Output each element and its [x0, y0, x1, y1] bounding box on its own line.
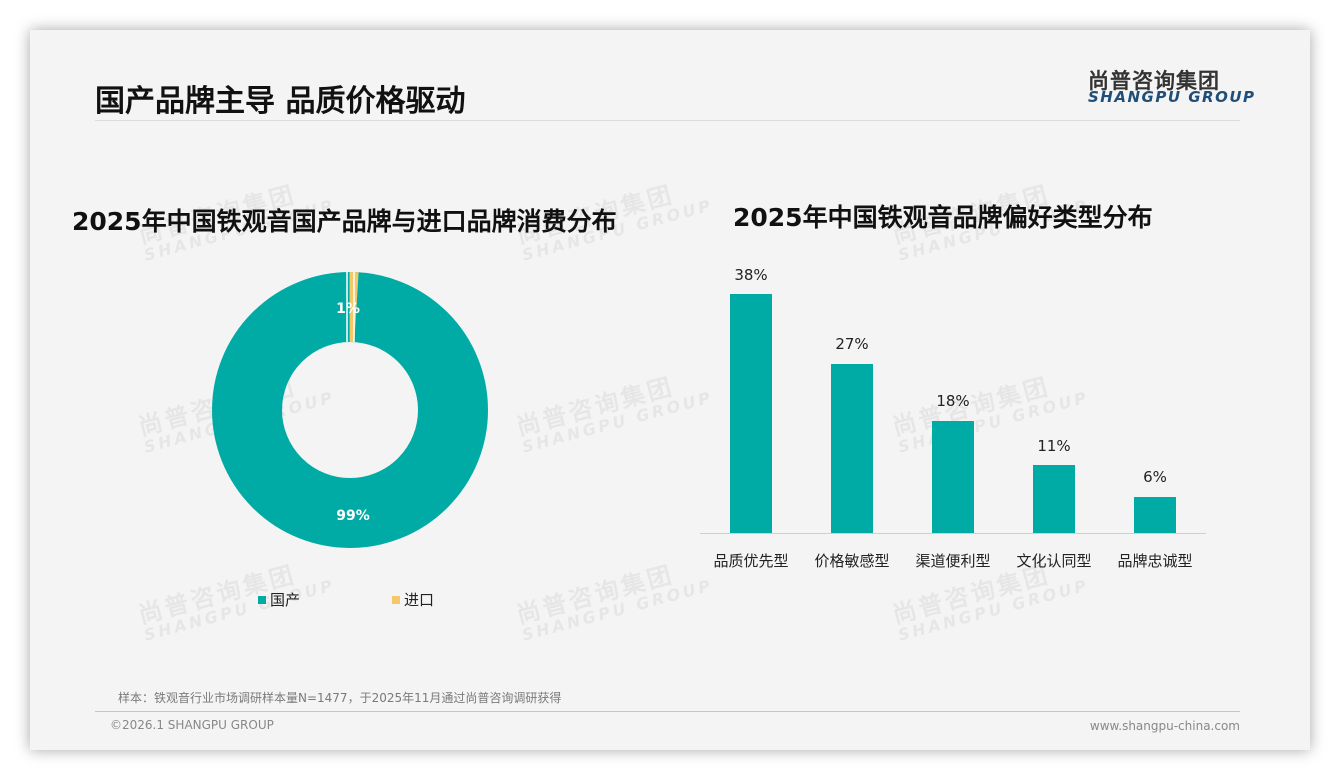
bar-brand-loyalty: [1134, 497, 1176, 533]
bar-category: 价格敏感型: [814, 552, 890, 570]
bar-quality-first: [730, 294, 772, 533]
slide: 尚普咨询集团 SHANGPU GROUP 尚普咨询集团 SHANGPU GROUP …: [30, 30, 1310, 750]
footer-divider: [95, 711, 1240, 712]
bar-chart: 38% 品质优先型 27% 价格敏感型 18% 渠道便利型 11% 文化认同型 …: [700, 260, 1210, 580]
bar-value: 38%: [734, 266, 768, 284]
donut-label-domestic: 99%: [336, 508, 370, 524]
bar-category: 品牌忠诚型: [1117, 552, 1193, 570]
bar-value: 18%: [936, 392, 970, 410]
title-divider: [95, 120, 1240, 121]
bar-value: 6%: [1143, 468, 1167, 486]
bar-value: 27%: [835, 335, 869, 353]
donut-slice-domestic: [212, 272, 488, 548]
legend-label: 国产: [270, 591, 301, 609]
donut-slice-import: [212, 272, 488, 548]
logo-en: SHANGPU GROUP: [1088, 88, 1256, 106]
donut-chart-title: 2025年中国铁观音国产品牌与进口品牌消费分布: [72, 207, 617, 236]
bar-price-sensitive: [831, 364, 873, 533]
watermark: 尚普咨询集团 SHANGPU GROUP: [135, 560, 338, 645]
donut-chart: 1% 99%: [212, 272, 488, 548]
legend-swatch-yellow: [392, 595, 400, 604]
donut-label-import: 1%: [336, 301, 360, 317]
bar-cultural-identity: [1033, 465, 1075, 533]
bar-category: 品质优先型: [713, 552, 789, 570]
bar-channel-convenience: [932, 421, 974, 533]
legend-swatch-teal: [258, 595, 266, 604]
website-link[interactable]: www.shangpu-china.com: [1089, 719, 1240, 733]
bar-category: 渠道便利型: [915, 552, 991, 570]
legend-item-domestic: 国产: [258, 589, 300, 610]
watermark: 尚普咨询集团 SHANGPU GROUP: [513, 560, 716, 645]
copyright: ©2026.1 SHANGPU GROUP: [110, 718, 274, 732]
bar-category: 文化认同型: [1016, 552, 1092, 570]
legend-item-import: 进口: [392, 589, 434, 610]
sample-note: 样本：铁观音行业市场调研样本量N=1477，于2025年11月通过尚普咨询调研获…: [118, 691, 562, 705]
legend-label: 进口: [404, 591, 435, 609]
logo-cn: 尚普咨询集团: [1088, 69, 1220, 93]
x-axis: [700, 533, 1206, 534]
bar-value: 11%: [1037, 437, 1071, 455]
watermark: 尚普咨询集团 SHANGPU GROUP: [513, 372, 716, 457]
bar-chart-title: 2025年中国铁观音品牌偏好类型分布: [733, 203, 1153, 232]
page-title: 国产品牌主导 品质价格驱动: [95, 84, 466, 119]
